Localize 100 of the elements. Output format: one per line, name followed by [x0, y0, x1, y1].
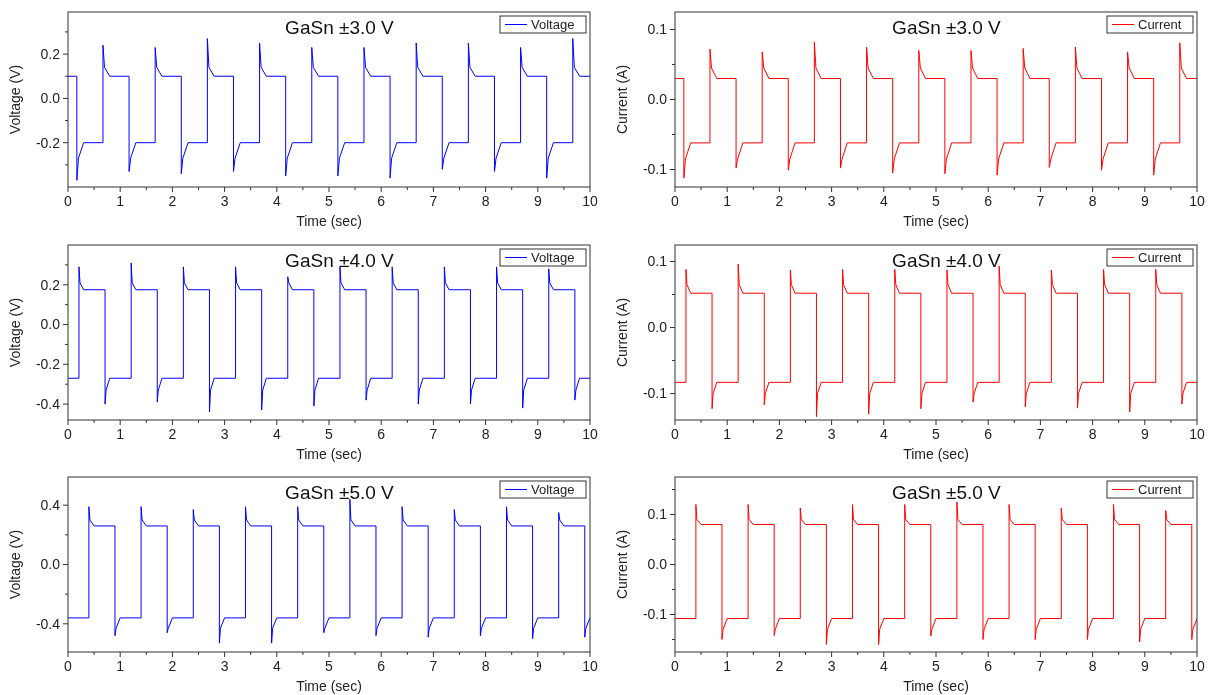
- y-tick-label: -0.1: [642, 385, 668, 402]
- x-tick-label: 7: [429, 426, 438, 442]
- x-tick-label: 1: [116, 658, 125, 674]
- x-tick-label: 1: [116, 193, 125, 209]
- chart-title: GaSn ±3.0 V: [285, 17, 395, 38]
- x-tick-label: 8: [1088, 658, 1097, 674]
- x-tick-label: 9: [1140, 193, 1149, 209]
- x-tick-label: 5: [932, 193, 941, 209]
- chart-title: GaSn ±5.0 V: [892, 482, 1002, 503]
- y-tick-label: 0.0: [647, 556, 668, 573]
- y-axis-title: Voltage (V): [7, 64, 23, 135]
- x-tick-label: 2: [168, 658, 177, 674]
- y-tick-label: 0.1: [647, 253, 668, 270]
- y-tick-label: 0.1: [647, 506, 668, 523]
- x-tick-label: 6: [984, 193, 993, 209]
- x-tick-label: 8: [1088, 193, 1097, 209]
- x-tick-label: 1: [723, 193, 732, 209]
- x-tick-label: 3: [220, 193, 229, 209]
- x-axis-title: Time (sec): [903, 213, 969, 229]
- x-tick-label: 2: [775, 658, 784, 674]
- x-tick-label: 6: [377, 426, 386, 442]
- x-tick-label: 10: [582, 658, 598, 674]
- x-tick-label: 9: [1140, 426, 1149, 442]
- legend-label: Current: [1138, 17, 1182, 33]
- x-tick-label: 1: [116, 426, 125, 442]
- x-tick-label: 8: [1088, 426, 1097, 442]
- y-axis-title: Current (A): [614, 297, 630, 368]
- y-tick-label: 0.0: [647, 319, 668, 336]
- y-tick-label: -0.4: [35, 395, 61, 412]
- x-tick-label: 7: [1036, 658, 1045, 674]
- chart-title: GaSn ±4.0 V: [892, 250, 1002, 271]
- y-tick-label: -0.1: [642, 161, 668, 178]
- y-tick-label: 0.0: [40, 316, 61, 333]
- y-tick-label: 0.0: [40, 90, 61, 107]
- x-tick-label: 0: [64, 658, 73, 674]
- x-tick-label: 0: [671, 426, 680, 442]
- x-tick-label: 7: [1036, 426, 1045, 442]
- x-tick-label: 2: [168, 426, 177, 442]
- x-axis-title: Time (sec): [296, 446, 362, 462]
- legend-label: Current: [1138, 482, 1182, 498]
- y-tick-label: 0.4: [40, 497, 61, 514]
- chart-title: GaSn ±4.0 V: [285, 250, 395, 271]
- y-axis-title: Voltage (V): [7, 297, 23, 368]
- x-tick-label: 6: [984, 426, 993, 442]
- x-tick-label: 1: [723, 658, 732, 674]
- x-tick-label: 10: [1189, 426, 1205, 442]
- chart-title: GaSn ±3.0 V: [892, 17, 1002, 38]
- y-tick-label: 0.2: [40, 45, 61, 62]
- y-axis-title: Voltage (V): [7, 529, 23, 600]
- x-axis-title: Time (sec): [296, 213, 362, 229]
- x-tick-label: 10: [582, 426, 598, 442]
- x-tick-label: 9: [533, 193, 542, 209]
- x-tick-label: 1: [723, 426, 732, 442]
- line-series: [675, 41, 1197, 179]
- legend-label: Voltage: [531, 250, 575, 266]
- x-tick-label: 10: [1189, 193, 1205, 209]
- x-tick-label: 3: [220, 658, 229, 674]
- x-tick-label: 7: [429, 193, 438, 209]
- y-tick-label: 0.1: [647, 21, 668, 38]
- y-tick-label: 0.2: [40, 276, 61, 293]
- x-tick-label: 5: [325, 426, 334, 442]
- x-tick-label: 5: [932, 658, 941, 674]
- x-tick-label: 2: [775, 193, 784, 209]
- y-tick-label: 0.0: [40, 556, 61, 573]
- line-series: [68, 38, 590, 181]
- y-tick-label: -0.2: [35, 356, 61, 373]
- x-tick-label: 9: [1140, 658, 1149, 674]
- y-tick-label: -0.1: [642, 606, 668, 623]
- y-tick-label: -0.2: [35, 134, 61, 151]
- y-axis-title: Current (A): [614, 64, 630, 135]
- x-tick-label: 7: [1036, 193, 1045, 209]
- x-tick-label: 3: [220, 426, 229, 442]
- x-tick-label: 4: [272, 193, 281, 209]
- x-tick-label: 6: [984, 658, 993, 674]
- x-tick-label: 3: [827, 426, 836, 442]
- x-tick-label: 8: [481, 658, 490, 674]
- x-tick-label: 5: [325, 658, 334, 674]
- y-tick-label: 0.0: [647, 91, 668, 108]
- x-tick-label: 2: [168, 193, 177, 209]
- x-tick-label: 7: [429, 658, 438, 674]
- x-tick-label: 2: [775, 426, 784, 442]
- x-tick-label: 10: [1189, 658, 1205, 674]
- legend-label: Current: [1138, 250, 1182, 266]
- x-tick-label: 6: [377, 658, 386, 674]
- x-axis-title: Time (sec): [296, 678, 362, 694]
- x-tick-label: 0: [671, 658, 680, 674]
- x-tick-label: 9: [533, 658, 542, 674]
- chart-title: GaSn ±5.0 V: [285, 482, 395, 503]
- x-tick-label: 4: [879, 426, 888, 442]
- x-tick-label: 10: [582, 193, 598, 209]
- x-tick-label: 5: [932, 426, 941, 442]
- y-axis-title: Current (A): [614, 529, 630, 600]
- x-tick-label: 3: [827, 658, 836, 674]
- line-series: [675, 501, 1197, 645]
- x-tick-label: 5: [325, 193, 334, 209]
- x-tick-label: 0: [671, 193, 680, 209]
- x-tick-label: 0: [64, 193, 73, 209]
- legend-label: Voltage: [531, 17, 575, 33]
- x-tick-label: 8: [481, 193, 490, 209]
- x-tick-label: 6: [377, 193, 386, 209]
